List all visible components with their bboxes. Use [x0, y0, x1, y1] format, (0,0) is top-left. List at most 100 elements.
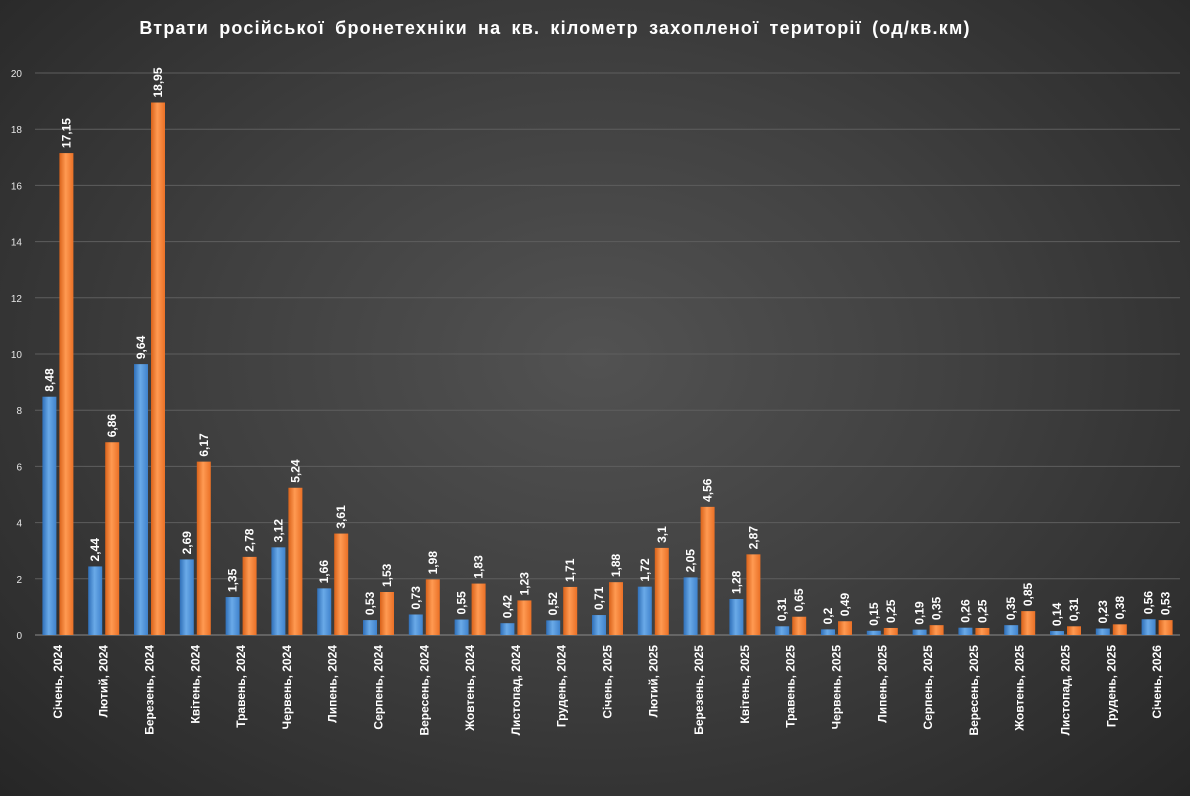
bar-series-2 [517, 600, 532, 635]
data-label: 1,88 [609, 553, 623, 577]
bar-series-1 [958, 627, 973, 635]
data-label: 1,83 [472, 555, 486, 579]
bar-series-2 [196, 461, 211, 635]
bar-series-1 [546, 620, 561, 635]
bar-series-2 [425, 579, 440, 635]
data-label: 0,23 [1096, 600, 1110, 624]
y-tick-label: 18 [11, 125, 23, 136]
data-label: 6,17 [197, 433, 211, 457]
y-tick-label: 20 [11, 69, 23, 80]
data-label: 1,28 [729, 570, 743, 594]
data-label: 0,56 [1142, 591, 1156, 615]
data-label: 0,53 [1159, 591, 1173, 615]
x-category-label: Листопад, 2025 [1059, 645, 1073, 736]
x-category-label: Червень, 2024 [280, 645, 294, 730]
x-category-label: Січень, 2025 [601, 645, 615, 719]
y-tick-label: 14 [11, 238, 23, 249]
bar-series-1 [42, 396, 57, 635]
x-axis: Січень, 2024 Лютий, 2024 Березень, 2024 Кві… [51, 645, 1164, 736]
bar-series-2 [1067, 626, 1081, 635]
bar-series-1 [912, 629, 927, 635]
bar-series-1 [866, 630, 881, 635]
data-label: 5,24 [288, 459, 302, 483]
data-label: 0,2 [821, 607, 835, 624]
data-label: 0,85 [1021, 582, 1035, 606]
y-tick-label: 0 [16, 631, 22, 642]
bars: 8,48 17,15 2,44 6,86 9,64 18,95 2,69 6,17 1,35 2,… [42, 67, 1173, 635]
chart-title: Втрати російської бронетехніки на кв. кі… [139, 18, 971, 38]
bar-series-1 [317, 588, 332, 635]
x-category-label: Квітень, 2024 [188, 645, 202, 724]
bar-series-2 [471, 583, 486, 635]
data-label: 0,15 [867, 602, 881, 626]
y-tick-label: 2 [16, 575, 22, 586]
x-category-label: Серпень, 2025 [921, 645, 935, 730]
x-category-label: Листопад, 2024 [509, 645, 523, 736]
data-label: 0,38 [1113, 596, 1127, 620]
bar-series-1 [363, 620, 377, 635]
x-category-label: Жовтень, 2024 [463, 645, 477, 732]
x-category-label: Червень, 2025 [830, 645, 844, 730]
x-category-label: Березень, 2025 [692, 645, 706, 735]
bar-series-2 [654, 547, 669, 635]
data-label: 9,64 [134, 335, 148, 359]
x-category-label: Липень, 2024 [326, 645, 340, 723]
x-category-label: Жовтень, 2025 [1013, 645, 1027, 732]
bar-series-2 [334, 533, 349, 635]
y-tick-label: 10 [11, 350, 23, 361]
bar-series-2 [792, 616, 807, 635]
bar-series-1 [271, 547, 286, 635]
bar-series-1 [1004, 625, 1019, 635]
bar-series-2 [609, 582, 623, 635]
x-category-label: Вересень, 2025 [967, 645, 981, 736]
bar-series-1 [1050, 631, 1064, 635]
bar-series-2 [1021, 611, 1036, 635]
bar-series-2 [838, 621, 852, 635]
data-label: 0,53 [363, 591, 377, 615]
x-category-label: Лютий, 2025 [646, 645, 660, 718]
x-category-label: Липень, 2025 [875, 645, 889, 723]
x-category-label: Травень, 2024 [234, 645, 248, 728]
bar-series-2 [700, 506, 715, 635]
y-axis: 0 2 4 6 8 10 12 14 16 18 20 [11, 69, 23, 642]
bar-series-1 [637, 586, 652, 635]
data-label: 0,65 [792, 588, 806, 612]
data-label: 1,35 [226, 568, 240, 592]
data-label: 0,35 [1004, 596, 1018, 620]
data-label: 0,31 [775, 598, 789, 622]
data-label: 0,71 [592, 586, 606, 610]
bar-series-2 [1112, 624, 1127, 635]
data-label: 0,49 [838, 593, 852, 617]
data-label: 0,35 [930, 596, 944, 620]
bar-series-1 [179, 559, 194, 635]
data-label: 0,55 [455, 591, 469, 615]
bar-series-1 [775, 626, 790, 635]
data-label: 0,31 [1067, 598, 1081, 622]
bar-series-2 [746, 554, 761, 635]
data-label: 2,44 [88, 538, 102, 562]
bar-series-2 [242, 556, 257, 635]
bar-series-1 [821, 629, 835, 635]
x-category-label: Грудень, 2024 [555, 645, 569, 727]
data-label: 1,71 [563, 558, 577, 582]
y-tick-label: 4 [16, 519, 22, 530]
data-label: 1,53 [380, 563, 394, 587]
data-label: 6,86 [105, 414, 119, 438]
data-label: 2,78 [243, 528, 257, 552]
data-label: 8,48 [42, 368, 56, 392]
y-tick-label: 12 [11, 294, 23, 305]
gridlines [35, 72, 1180, 636]
bar-series-2 [1158, 620, 1173, 635]
x-category-label: Травень, 2025 [784, 645, 798, 728]
data-label: 1,66 [317, 560, 331, 584]
bar-series-2 [288, 487, 303, 635]
data-label: 1,72 [638, 558, 652, 582]
bar-series-1 [134, 364, 148, 635]
data-label: 0,52 [546, 592, 560, 616]
bar-series-2 [883, 627, 898, 635]
x-category-label: Лютий, 2024 [97, 645, 111, 718]
data-label: 3,12 [271, 519, 285, 543]
y-tick-label: 16 [11, 181, 23, 192]
data-label: 1,98 [426, 551, 440, 575]
